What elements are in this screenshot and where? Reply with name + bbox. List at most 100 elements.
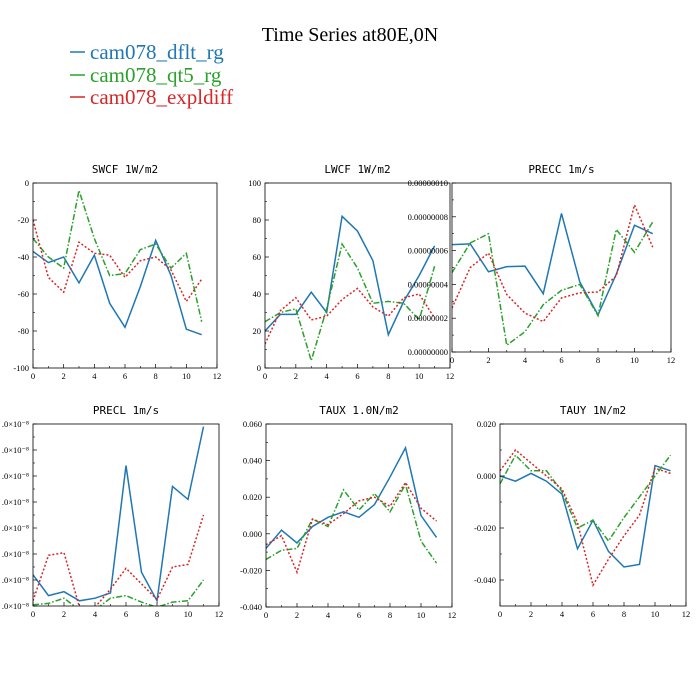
legend-label-expl: cam078_expldiff: [90, 85, 233, 109]
panel-1: LWCF 1W/m2 0 2 4 6 8 10 12 0 20 40 60 80 100: [248, 163, 454, 381]
x-tick-label: 2: [295, 610, 299, 620]
x-tick-label: 0: [264, 610, 268, 620]
x-tick-label: 8: [386, 371, 390, 381]
series-line-expl: [266, 481, 437, 575]
y-tick-label: 0.00000002: [408, 313, 448, 323]
x-tick-label: 10: [184, 609, 193, 619]
x-tick-label: 2: [529, 609, 533, 619]
x-tick-label: 2: [486, 355, 490, 365]
panel-title: LWCF 1W/m2: [324, 163, 390, 176]
x-tick-label: 4: [326, 610, 331, 620]
y-tick-label: .0×10⁻⁸: [2, 523, 29, 533]
series-line-qt5: [33, 579, 205, 606]
x-tick-label: 12: [682, 609, 691, 619]
x-tick-label: 0: [498, 609, 502, 619]
y-tick-label: -40: [18, 252, 29, 262]
panel-3: PRECL 1m/s 0 2 4 6 8 10 12 .0×10⁻⁸ .0×10⁻⁸ .0×10⁻⁸…: [2, 404, 223, 619]
x-tick-label: 0: [31, 609, 35, 619]
x-tick-label: 4: [523, 355, 528, 365]
y-tick-label: .0×10⁻⁸: [2, 549, 29, 559]
x-tick-label: 2: [294, 371, 298, 381]
y-tick-label: 0.00000000: [408, 347, 448, 357]
figure-title: Time Series at80E,0N: [262, 24, 438, 46]
y-tick-label: 0.00000008: [408, 212, 448, 222]
y-tick-label: 40: [253, 289, 262, 299]
y-tick-label: 0.020: [477, 419, 496, 429]
panel-title: PRECC 1m/s: [528, 163, 594, 176]
series-line-dflt: [452, 213, 654, 317]
x-tick-label: 10: [415, 371, 424, 381]
series-line-dflt: [500, 464, 671, 568]
panel-0: SWCF 1W/m2 0 2 4 6 8 10 12 -100 -80 -60 -40 -20 0: [13, 163, 221, 381]
y-tick-label: .0×10⁻⁸: [2, 471, 29, 481]
y-tick-label: 0.000: [243, 529, 262, 539]
x-tick-label: 4: [325, 371, 330, 381]
y-tick-label: 0: [25, 178, 29, 188]
x-tick-label: 4: [560, 609, 565, 619]
x-tick-label: 12: [667, 355, 676, 365]
y-tick-label: 0.00000010: [408, 178, 448, 188]
x-tick-label: 10: [630, 355, 639, 365]
y-tick-label: 0: [257, 363, 261, 373]
series-line-qt5: [500, 453, 672, 543]
y-tick-label: 0.000: [477, 471, 496, 481]
y-tick-label: .0×10⁻⁸: [2, 445, 29, 455]
x-tick-label: 6: [559, 355, 563, 365]
x-tick-label: 12: [215, 609, 224, 619]
x-tick-label: 10: [417, 610, 426, 620]
x-tick-label: 6: [591, 609, 595, 619]
series-line-dflt: [266, 445, 438, 549]
series-line-expl: [500, 448, 671, 588]
panel-5: TAUY 1N/m2 0 2 4 6 8 10 12 -0.040 -0.020 0.000 0.02…: [474, 404, 690, 619]
series-line-expl: [33, 514, 205, 606]
x-tick-label: 8: [622, 609, 626, 619]
y-tick-label: 80: [253, 215, 262, 225]
plot-frame: [32, 182, 218, 369]
series-line-expl: [265, 287, 436, 345]
x-tick-label: 8: [155, 609, 159, 619]
legend-label-dflt: cam078_dflt_rg: [90, 40, 224, 64]
x-tick-label: 8: [154, 371, 158, 381]
panels: SWCF 1W/m2 0 2 4 6 8 10 12 -100 -80 -60 -40 -20 0 LWCF…: [2, 163, 690, 620]
y-tick-label: 20: [253, 326, 262, 336]
x-tick-label: 4: [92, 371, 97, 381]
x-tick-label: 12: [446, 371, 455, 381]
series-line-qt5: [266, 482, 438, 564]
y-tick-label: -100: [13, 363, 29, 373]
x-tick-label: 2: [62, 609, 66, 619]
y-tick-label: -0.020: [240, 565, 262, 575]
y-tick-label: -0.020: [474, 523, 496, 533]
series-line-dflt: [265, 214, 436, 338]
x-tick-label: 0: [450, 355, 454, 365]
series-line-dflt: [33, 426, 205, 604]
panel-4: TAUX 1.0N/m2 0 2 4 6 8 10 12 -0.040 -0.020 0.000 0.…: [240, 404, 456, 620]
panel-title: TAUX 1.0N/m2: [319, 404, 398, 417]
x-tick-label: 6: [355, 371, 359, 381]
y-tick-label: 0.060: [243, 419, 262, 429]
x-tick-label: 10: [651, 609, 660, 619]
y-tick-label: .0×10⁻⁸: [2, 419, 29, 429]
plot-frame: [264, 182, 451, 369]
panel-title: SWCF 1W/m2: [92, 163, 158, 176]
x-tick-label: 2: [62, 371, 66, 381]
y-tick-label: 60: [253, 252, 262, 262]
y-tick-label: 0.040: [243, 456, 262, 466]
y-tick-label: 0.00000006: [408, 246, 448, 256]
y-tick-label: -20: [18, 215, 29, 225]
x-tick-label: 8: [388, 610, 392, 620]
y-tick-label: -60: [18, 289, 29, 299]
y-tick-label: -0.040: [474, 575, 496, 585]
panel-title: TAUY 1N/m2: [560, 404, 626, 417]
y-tick-label: -80: [18, 326, 29, 336]
x-tick-label: 6: [357, 610, 361, 620]
y-tick-label: .0×10⁻⁸: [2, 497, 29, 507]
series-line-expl: [33, 219, 203, 303]
plot-frame: [265, 423, 453, 608]
x-tick-label: 0: [31, 371, 35, 381]
y-tick-label: .0×10⁻⁸: [2, 601, 29, 611]
series-line-qt5: [33, 190, 203, 322]
x-tick-label: 6: [124, 609, 128, 619]
series-line-qt5: [452, 221, 654, 347]
series-line-dflt: [33, 238, 202, 336]
